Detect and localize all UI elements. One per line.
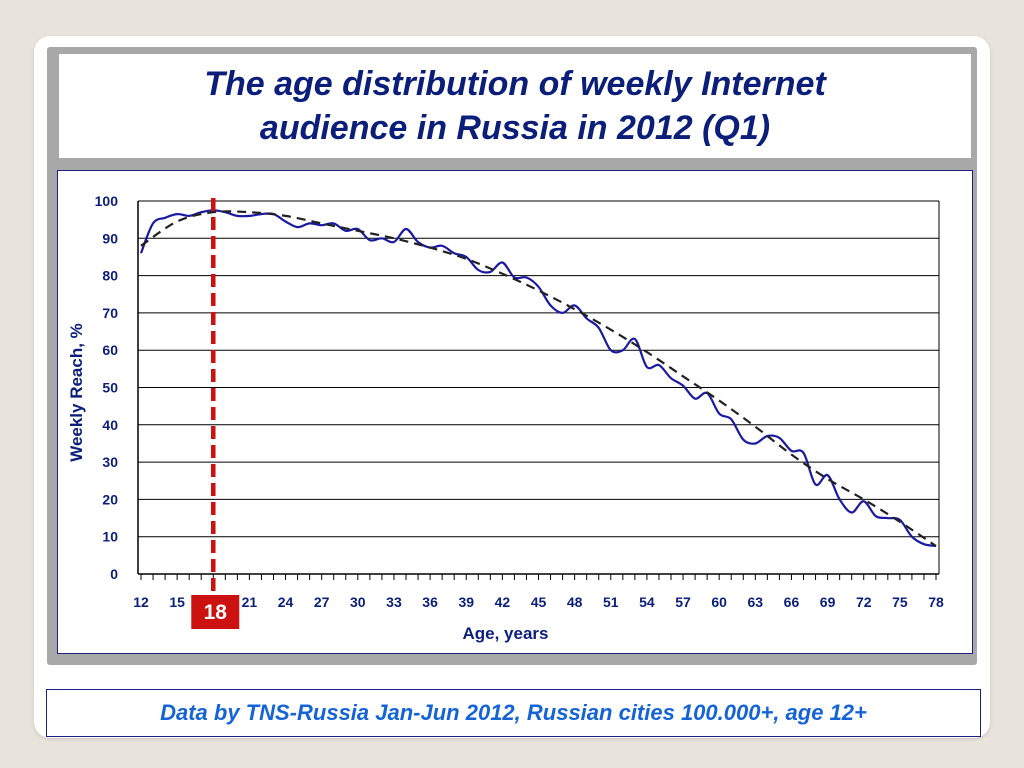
y-tick-label: 80 bbox=[102, 268, 118, 284]
y-tick-label: 90 bbox=[102, 230, 118, 246]
x-tick-label: 72 bbox=[856, 594, 872, 610]
gridlines bbox=[138, 200, 939, 538]
title-box: The age distribution of weekly Internet … bbox=[59, 54, 971, 158]
x-tick-label: 60 bbox=[711, 594, 727, 610]
y-tick-label: 40 bbox=[102, 417, 118, 433]
x-tick-label: 54 bbox=[639, 594, 655, 610]
x-tick-label: 12 bbox=[133, 594, 149, 610]
x-tick-label: 21 bbox=[242, 594, 258, 610]
y-tick-label: 60 bbox=[102, 342, 118, 358]
x-tick-label: 36 bbox=[422, 594, 438, 610]
trend-line bbox=[140, 210, 937, 547]
footer-box: Data by TNS-Russia Jan-Jun 2012, Russian… bbox=[46, 689, 981, 737]
slide-title: The age distribution of weekly Internet … bbox=[204, 65, 826, 147]
x-tick-label: 69 bbox=[820, 594, 836, 610]
axes bbox=[137, 201, 940, 580]
x-tick-label: 51 bbox=[603, 594, 619, 610]
x-tick-label: 48 bbox=[567, 594, 583, 610]
y-tick-label: 20 bbox=[102, 491, 118, 507]
x-tick-label: 39 bbox=[458, 594, 474, 610]
age-18-badge-label: 18 bbox=[204, 601, 228, 624]
x-tick-label: 27 bbox=[314, 594, 330, 610]
x-tick-label: 33 bbox=[386, 594, 402, 610]
x-tick-label: 24 bbox=[278, 594, 294, 610]
y-tick-label: 100 bbox=[95, 193, 119, 209]
y-tick-label: 70 bbox=[102, 305, 118, 321]
chart-container: 0 10 20 30 40 50 60 70 80 90 100 12 15 18 21 24 27 30 33 3… bbox=[57, 170, 973, 654]
x-tick-label: 57 bbox=[675, 594, 691, 610]
line-chart: 0 10 20 30 40 50 60 70 80 90 100 12 15 18 21 24 27 30 33 3… bbox=[67, 193, 944, 643]
x-tick-label: 78 bbox=[928, 594, 944, 610]
x-tick-label: 66 bbox=[784, 594, 800, 610]
age-marker: 18 bbox=[191, 198, 240, 629]
y-tick-label: 30 bbox=[102, 454, 118, 470]
y-tick-label: 50 bbox=[102, 380, 118, 396]
x-tick-label: 75 bbox=[892, 594, 908, 610]
x-tick-label: 42 bbox=[495, 594, 511, 610]
y-axis-title: Weekly Reach, % bbox=[67, 323, 86, 462]
y-tick-label: 0 bbox=[110, 566, 118, 582]
x-tick-label: 45 bbox=[531, 594, 547, 610]
weekly-reach-line bbox=[139, 209, 937, 548]
y-tick-label: 10 bbox=[102, 529, 118, 545]
x-tick-label: 30 bbox=[350, 594, 366, 610]
series-lines bbox=[139, 209, 937, 548]
x-tick-label: 63 bbox=[748, 594, 764, 610]
age-18-badge bbox=[191, 595, 240, 629]
x-axis-title: Age, years bbox=[463, 624, 549, 643]
x-tick-labels: 1215182124273033363942454851545760636669… bbox=[133, 594, 944, 610]
y-tick-labels: 0 10 20 30 40 50 60 70 80 90 100 bbox=[95, 193, 119, 582]
source-note: Data by TNS-Russia Jan-Jun 2012, Russian… bbox=[160, 700, 867, 725]
x-tick-label: 15 bbox=[169, 594, 185, 610]
